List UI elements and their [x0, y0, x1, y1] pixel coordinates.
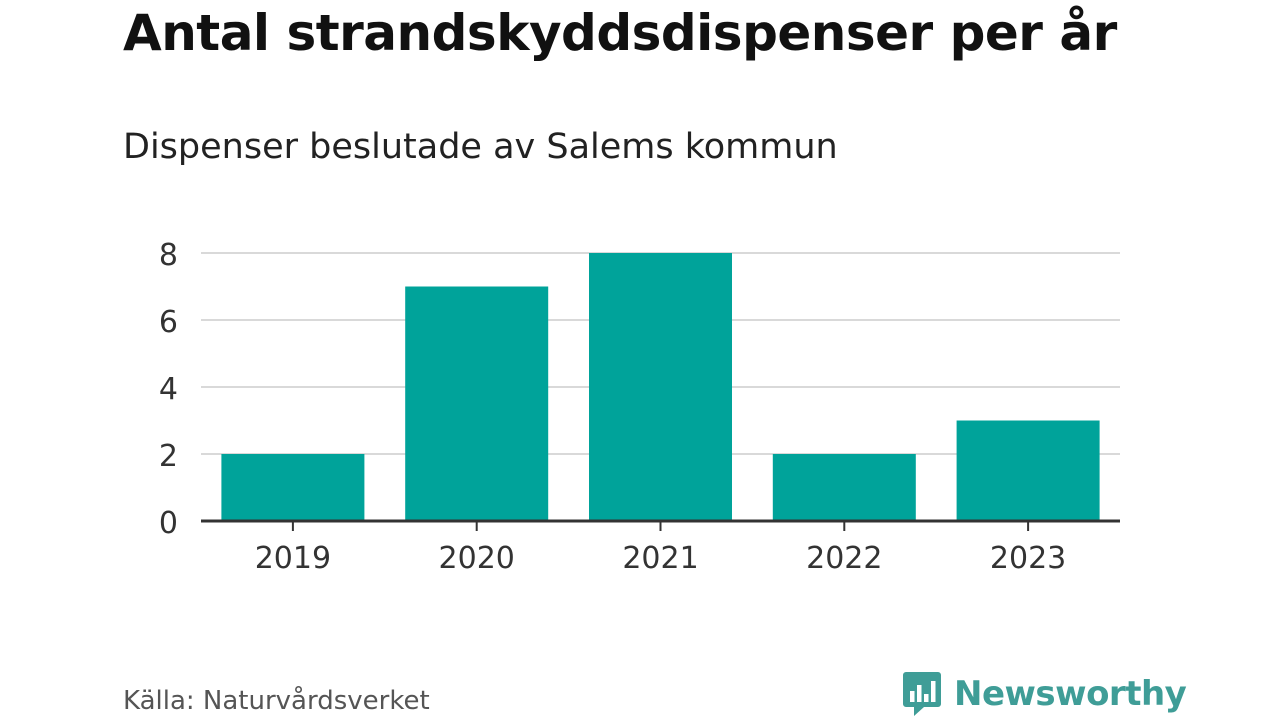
- bar-2022: [772, 454, 916, 521]
- x-tick-label: 2021: [622, 541, 698, 576]
- y-tick-label: 4: [159, 372, 178, 407]
- y-tick-label: 8: [159, 238, 178, 273]
- newsworthy-logo-icon: [903, 672, 941, 716]
- bar-2021: [589, 253, 732, 521]
- x-axis: [201, 519, 1120, 531]
- chart-subtitle: Dispenser beslutade av Salems kommun: [123, 127, 838, 167]
- x-tick-label: 2022: [806, 541, 882, 576]
- x-tick-label: 2020: [439, 541, 515, 576]
- bar-2020: [405, 286, 549, 521]
- source-note: Källa: Naturvårdsverket: [123, 686, 430, 716]
- chart-title: Antal strandskyddsdispenser per år: [123, 4, 1117, 62]
- x-tick-label: 2023: [990, 541, 1066, 576]
- bar-2023: [956, 420, 1100, 521]
- x-tick-label: 2019: [255, 541, 331, 576]
- brand-logo: Newsworthy: [902, 670, 1187, 718]
- bar-2019: [221, 454, 365, 521]
- bars: [221, 253, 1100, 521]
- y-tick-label: 6: [159, 305, 178, 340]
- brand-name: Newsworthy: [954, 674, 1187, 714]
- y-tick-label: 2: [159, 439, 178, 474]
- tick-labels: 0 2 4 6 8 2019 2020 2021 2022 2023: [159, 238, 1066, 576]
- y-tick-label: 0: [159, 506, 178, 541]
